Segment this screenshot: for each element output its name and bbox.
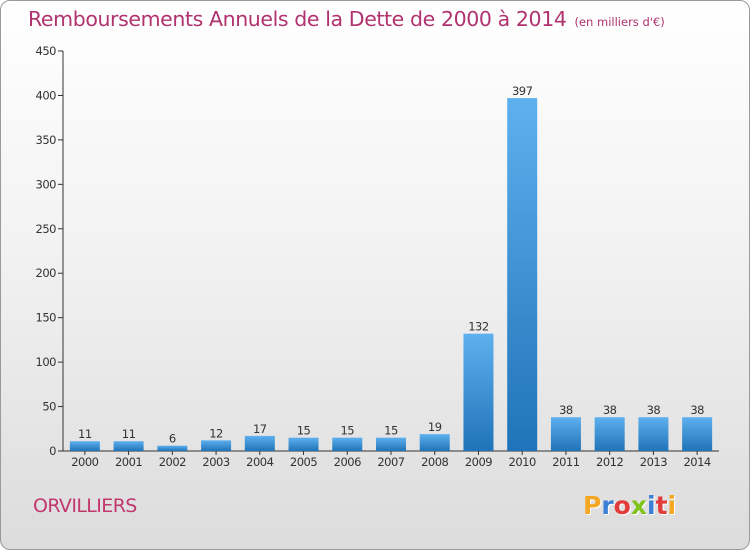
bar bbox=[288, 437, 319, 451]
x-tick-label: 2011 bbox=[552, 455, 579, 469]
bar-value-label: 17 bbox=[253, 422, 267, 436]
x-tick-label: 2008 bbox=[421, 455, 448, 469]
bar bbox=[507, 98, 538, 451]
bar bbox=[69, 441, 100, 451]
x-tick-label: 2005 bbox=[290, 455, 317, 469]
x-tick-label: 2000 bbox=[71, 455, 98, 469]
bar-value-label: 11 bbox=[78, 427, 92, 441]
bar bbox=[550, 417, 581, 451]
logo-letter: t bbox=[655, 491, 668, 520]
x-tick-label: 2012 bbox=[596, 455, 623, 469]
bar-value-label: 15 bbox=[340, 424, 354, 438]
chart-title-text: Remboursements Annuels de la Dette de 20… bbox=[28, 7, 567, 31]
y-tick-label: 50 bbox=[42, 400, 56, 414]
bar-value-label: 11 bbox=[122, 427, 136, 441]
y-tick-label: 400 bbox=[36, 88, 57, 102]
y-tick-label: 200 bbox=[36, 266, 57, 280]
y-tick-label: 350 bbox=[36, 133, 57, 147]
bar-value-label: 19 bbox=[428, 420, 442, 434]
y-tick-label: 150 bbox=[36, 311, 57, 325]
bar-value-label: 15 bbox=[297, 424, 311, 438]
bar-value-label: 6 bbox=[169, 432, 176, 446]
x-tick-label: 2004 bbox=[246, 455, 273, 469]
logo-letter: i bbox=[647, 491, 656, 520]
bar-value-label: 132 bbox=[468, 320, 489, 334]
x-tick-label: 2001 bbox=[115, 455, 142, 469]
x-tick-label: 2003 bbox=[202, 455, 229, 469]
logo-letter: i bbox=[667, 491, 677, 520]
bar bbox=[376, 437, 406, 451]
bar bbox=[201, 440, 232, 451]
bar bbox=[157, 445, 188, 451]
bar bbox=[113, 441, 144, 451]
x-tick-label: 2007 bbox=[377, 455, 404, 469]
logo-letter: r bbox=[601, 491, 614, 520]
bar bbox=[638, 417, 669, 451]
bar bbox=[419, 434, 450, 451]
logo-letter: x bbox=[630, 491, 647, 520]
chart-unit: (en milliers d'€) bbox=[574, 15, 665, 29]
y-tick-label: 100 bbox=[36, 355, 57, 369]
x-tick-label: 2010 bbox=[509, 455, 536, 469]
bar-value-label: 38 bbox=[647, 403, 661, 417]
logo-letter: P bbox=[583, 491, 602, 520]
y-tick-label: 450 bbox=[36, 44, 57, 58]
bar-value-label: 38 bbox=[690, 403, 704, 417]
bar-value-label: 397 bbox=[512, 84, 533, 98]
bar-value-label: 12 bbox=[209, 426, 223, 440]
y-tick-label: 250 bbox=[36, 222, 57, 236]
commune-name: ORVILLIERS bbox=[33, 495, 137, 517]
x-tick-label: 2009 bbox=[465, 455, 492, 469]
bar bbox=[332, 437, 363, 451]
bar-value-label: 15 bbox=[384, 424, 398, 438]
bar bbox=[682, 417, 713, 451]
bar bbox=[463, 333, 494, 451]
chart-title: Remboursements Annuels de la Dette de 20… bbox=[28, 7, 665, 31]
proxiti-logo: Proxiti bbox=[583, 491, 676, 520]
logo-letter: o bbox=[613, 491, 631, 520]
x-tick-label: 2013 bbox=[640, 455, 667, 469]
bar-value-label: 38 bbox=[603, 403, 617, 417]
bar bbox=[594, 417, 625, 451]
bar-value-label: 38 bbox=[559, 403, 573, 417]
x-tick-label: 2014 bbox=[683, 455, 710, 469]
x-tick-label: 2006 bbox=[334, 455, 361, 469]
bar bbox=[244, 435, 275, 451]
y-tick-label: 300 bbox=[36, 177, 57, 191]
y-tick-label: 0 bbox=[49, 444, 56, 458]
x-tick-label: 2002 bbox=[159, 455, 186, 469]
